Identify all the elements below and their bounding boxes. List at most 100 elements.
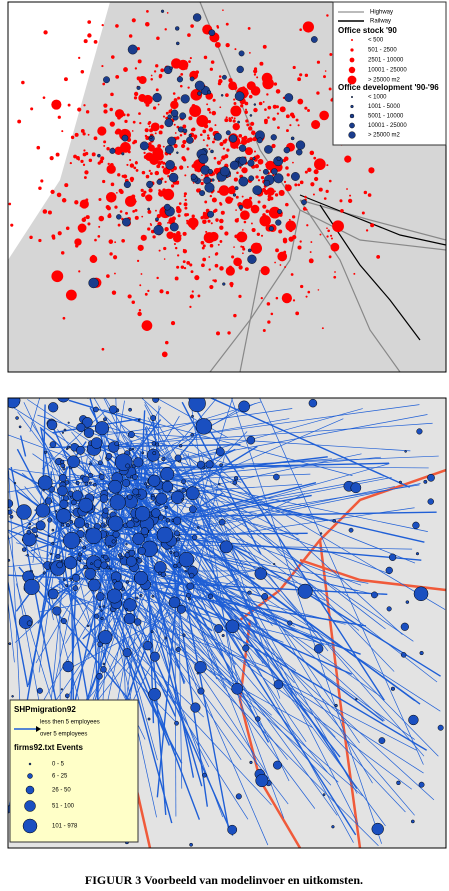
event-circle (165, 518, 171, 523)
office-development-dot (155, 217, 159, 222)
office-stock-dot (116, 192, 118, 194)
office-development-dot (127, 44, 138, 55)
office-stock-dot (141, 320, 153, 331)
event-circle (126, 556, 137, 567)
office-stock-dot (162, 161, 166, 165)
office-stock-dot (132, 120, 136, 124)
office-stock-dot (42, 96, 46, 99)
event-circle (107, 588, 122, 604)
office-stock-dot (129, 163, 135, 168)
office-stock-dot (205, 230, 208, 233)
office-stock-dot (83, 216, 86, 219)
office-stock-dot (207, 136, 211, 140)
office-stock-dot (128, 34, 133, 38)
office-stock-dot (233, 257, 242, 267)
office-stock-dot (74, 132, 79, 137)
office-stock-dot (144, 128, 149, 133)
office-development-dot (249, 114, 253, 117)
office-development-dot (284, 93, 294, 102)
road (299, 199, 401, 372)
office-development-dot (263, 179, 271, 187)
office-development-dot (190, 173, 197, 180)
office-stock-dot (194, 105, 199, 110)
office-development-dot (192, 13, 202, 22)
office-stock-dot (265, 163, 267, 166)
legend-title: SHPmigration92 (14, 705, 76, 714)
event-circle (437, 724, 444, 731)
office-stock-dot (255, 175, 259, 179)
event-circle (26, 529, 32, 535)
office-stock-dot (316, 60, 321, 64)
event-circle (273, 473, 280, 481)
event-circle (71, 499, 77, 506)
migration-line (46, 498, 324, 646)
office-stock-dot (125, 195, 137, 207)
migration-line (135, 475, 425, 543)
event-circle (63, 531, 81, 549)
event-circle (247, 590, 252, 595)
map-frame (7, 397, 447, 849)
legend-symbol (28, 762, 32, 766)
office-stock-dot (204, 200, 208, 204)
office-stock-dot (110, 55, 115, 59)
legend-symbol (350, 48, 354, 52)
event-circle (242, 644, 250, 652)
office-stock-dot (239, 166, 242, 169)
event-circle (205, 460, 214, 469)
event-circle (169, 490, 172, 493)
road (318, 539, 362, 848)
office-stock-dot (212, 140, 215, 144)
office-stock-dot (275, 89, 281, 94)
office-stock-dot (233, 177, 238, 182)
office-stock-dot (181, 156, 186, 160)
event-circle (350, 482, 362, 494)
event-circle (218, 518, 226, 526)
event-circle (161, 481, 174, 493)
office-stock-dot (156, 214, 161, 219)
office-stock-dot (259, 214, 271, 227)
event-circle (100, 616, 104, 621)
office-stock-dot (299, 28, 302, 32)
office-stock-dot (278, 189, 285, 196)
office-stock-dot (199, 133, 203, 137)
event-circle (214, 624, 224, 634)
office-stock-dot (277, 251, 288, 262)
office-stock-dot (149, 188, 152, 191)
migration-line (146, 593, 268, 774)
office-stock-dot (74, 200, 79, 205)
office-stock-dot (87, 222, 91, 226)
office-stock-dot (176, 254, 180, 257)
legend-bottom: SHPmigration92 less then 5 employees ove… (9, 699, 139, 843)
event-circle (103, 524, 107, 528)
event-circle (169, 550, 173, 555)
office-stock-dot (145, 102, 150, 107)
event-circle (412, 521, 420, 529)
office-stock-dot (242, 247, 246, 251)
office-stock-dot (115, 74, 120, 79)
office-stock-dot (212, 98, 216, 102)
event-circle (233, 475, 239, 481)
office-stock-dot (131, 18, 136, 23)
office-stock-dot (267, 105, 272, 110)
office-stock-dot (224, 231, 229, 236)
office-stock-dot (184, 206, 188, 210)
event-circle (319, 532, 323, 535)
office-stock-dot (297, 245, 302, 250)
event-circle (59, 499, 69, 509)
office-stock-dot (266, 93, 269, 96)
event-circle (101, 554, 105, 558)
event-circle (147, 717, 151, 721)
office-stock-dot (241, 167, 248, 174)
office-development-dot (290, 136, 295, 141)
office-stock-dot (225, 22, 229, 26)
office-stock-dot (137, 311, 142, 317)
office-stock-dot (51, 270, 64, 283)
event-circle (44, 497, 53, 505)
office-stock-dot (292, 65, 296, 70)
office-stock-dot (193, 134, 198, 139)
office-stock-dot (149, 172, 153, 176)
office-stock-dot (198, 117, 203, 122)
office-stock-dot (189, 305, 192, 308)
office-stock-dot (265, 209, 270, 214)
event-circle (46, 419, 58, 431)
